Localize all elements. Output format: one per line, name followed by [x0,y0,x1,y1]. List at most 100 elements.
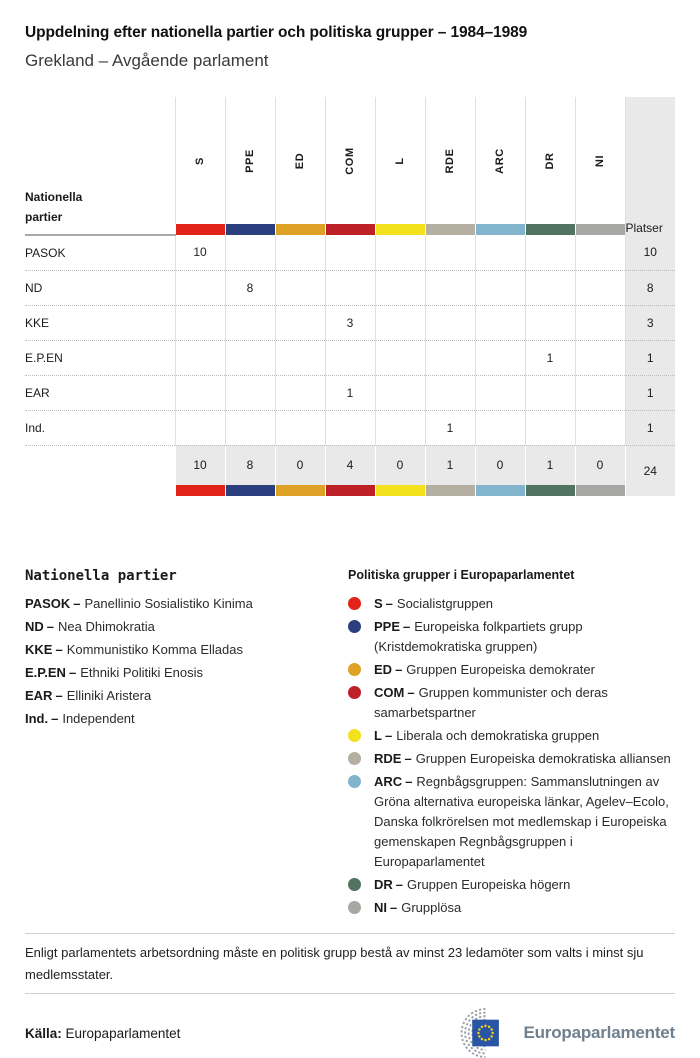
group-color-bar [174,224,225,235]
party-label: Ind. [25,409,175,445]
european-parliament-logo: Europaparlamentet [434,1008,675,1058]
column-header-label: DR [544,151,556,170]
list-item: ARC – Regnbågsgruppen: Sammanslutningen av… [348,772,675,872]
seats-table: Nationella partier S PPE ED COM L RDE AR… [25,97,675,496]
logo-wordmark: Europaparlamentet [523,1023,675,1042]
table-cell: 1 [424,409,475,445]
legend-item-text: DR – Gruppen Europeiska högern [374,877,571,892]
legend-dot-column [348,898,374,918]
legend-item-text: ED – Gruppen Europeiska demokrater [374,662,595,677]
column-header-label: ARC [494,147,506,174]
table-cell [324,409,375,445]
page-title: Uppdelning efter nationella partier och … [25,24,528,41]
legend-dot-column [348,875,374,895]
table-cell: 1 [524,339,575,375]
total-cell: 8 [224,444,275,485]
list-item: L – Liberala och demokratiska gruppen [348,726,675,746]
list-item: S – Socialistgruppen [348,594,675,614]
table-cell [474,409,525,445]
table-cell [574,235,625,270]
list-item: Ind. – Independent [25,711,135,726]
table-cell: 8 [224,269,275,305]
column-header-rde: RDE [424,97,475,224]
table-header-row: Nationella partier S PPE ED COM L RDE AR… [25,97,675,236]
table-cell [574,304,625,340]
seats-cell: 1 [624,409,675,445]
column-header-ppe: PPE [224,97,275,224]
column-header-label: RDE [444,147,456,174]
group-color-bar [574,485,625,496]
legend-dot-column [348,594,374,614]
party-label: PASOK [25,245,66,260]
group-color-bar [574,224,625,235]
table-cell [374,304,425,340]
group-list: S – Socialistgruppen PPE – Europeiska folkpa… [348,594,675,918]
legend-dot-column [348,772,374,872]
total-cell: 1 [524,444,575,485]
column-header-label: L [394,156,406,165]
legend-item-text: NI – Grupplösa [374,900,462,915]
column-header-com: COM [324,97,375,224]
table-row: PASOK 10 10 [25,235,675,270]
table-cell [424,235,475,270]
total-cell: 4 [324,444,375,485]
group-color-bar [224,224,275,235]
group-color-bar [324,485,375,496]
political-groups-legend: Politiska grupper i Europaparlamentet S –… [348,568,675,921]
list-item: PPE – Europeiska folkpartiets grupp (Krist… [348,617,675,657]
seats-cell: 8 [624,269,675,305]
table-cell: 3 [324,304,375,340]
table-cell [274,374,325,410]
legend-dot-column [348,660,374,680]
table-cell [574,269,625,305]
party-label: E.P.EN [25,339,175,375]
hemicycle-flag-icon [461,1008,500,1058]
national-parties-legend: Nationella partier PASOK – Panellinio Sosi… [25,568,348,921]
table-cell [524,409,575,445]
group-color-bar [324,224,375,235]
column-header-arc: ARC [474,97,525,224]
table-cell [474,235,525,270]
column-header-dr: DR [524,97,575,224]
table-cell [374,269,425,305]
table-row: ND 8 8 [25,269,675,305]
column-header-label: S [194,156,206,165]
list-item: COM – Gruppen kommunister och deras samarb… [348,683,675,723]
table-cell [424,374,475,410]
table-cell [274,409,325,445]
group-color-bar [474,224,525,235]
list-item: ED – Gruppen Europeiska demokrater [348,660,675,680]
total-cell: 0 [374,444,425,485]
party-list: PASOK – Panellinio Sosialistiko Kinima ND –… [25,597,348,726]
table-cell [324,235,375,270]
legend-heading: Politiska grupper i Europaparlamentet [348,568,575,582]
table-cell [324,339,375,375]
legend-item-text: PPE – Europeiska folkpartiets grupp (Krist… [374,619,583,654]
footnote: Enligt parlamentets arbetsordning måste … [25,933,675,994]
seats-cell: 1 [624,339,675,375]
table-cell [574,374,625,410]
group-color-bar [524,224,575,235]
list-item: DR – Gruppen Europeiska högern [348,875,675,895]
group-color-bar-row [25,485,675,496]
table-cell [424,269,475,305]
legend-dot-column [348,749,374,769]
table-cell: 1 [324,374,375,410]
list-item: EAR – Elliniki Aristera [25,688,152,703]
group-color-bar [474,485,525,496]
group-color-dot [348,775,361,788]
table-cell [474,374,525,410]
total-cell: 0 [474,444,525,485]
column-header-l: L [374,97,425,224]
table-cell [474,339,525,375]
total-cell: 1 [424,444,475,485]
legend-dot-column [348,683,374,723]
total-cell: 10 [174,444,225,485]
page-subtitle: Grekland – Avgående parlament [25,51,269,70]
row-header-cell: Nationella partier [25,97,175,236]
column-header-label: ED [294,152,306,169]
party-label: KKE [25,304,175,340]
table-cell [574,339,625,375]
table-cell [274,339,325,375]
